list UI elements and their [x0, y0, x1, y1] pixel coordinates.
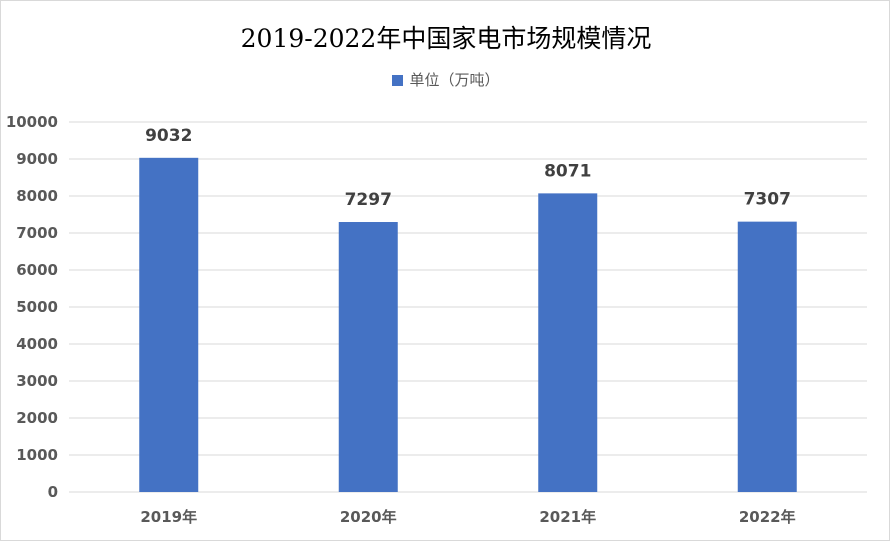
y-tick-label: 2000: [16, 409, 58, 427]
legend-swatch: [392, 75, 404, 86]
gridlines: [69, 121, 867, 493]
y-tick-label: 6000: [16, 261, 58, 279]
legend: 单位（万吨）: [1, 69, 890, 90]
x-axis-tick-labels: 2019年 2020年 2021年 2022年: [140, 508, 795, 526]
chart-title: 2019-2022年中国家电市场规模情况: [240, 24, 652, 53]
y-tick-label: 9000: [16, 150, 58, 168]
y-tick-label: 3000: [16, 372, 58, 390]
legend-label: 单位（万吨）: [409, 71, 500, 89]
data-label: 7297: [345, 190, 392, 210]
data-labels: 9032 7297 8071 7307: [145, 126, 791, 210]
bar: [139, 157, 199, 493]
data-label: 7307: [744, 190, 791, 210]
bar: [338, 222, 398, 493]
bars: [139, 157, 797, 493]
data-label: 9032: [145, 126, 192, 146]
y-tick-label: 10000: [6, 113, 58, 131]
y-tick-label: 8000: [16, 187, 58, 205]
y-axis-tick-labels: 0 1000 2000 3000 4000 5000 6000 7000 8000 9000 100…: [6, 113, 58, 501]
x-tick-label: 2019年: [140, 508, 197, 526]
y-tick-label: 0: [48, 483, 58, 501]
bar: [538, 193, 598, 493]
y-tick-label: 4000: [16, 335, 58, 353]
bar: [737, 221, 797, 493]
y-tick-label: 1000: [16, 446, 58, 464]
y-tick-label: 7000: [16, 224, 58, 242]
x-tick-label: 2022年: [739, 508, 796, 526]
x-tick-label: 2020年: [340, 508, 397, 526]
x-tick-label: 2021年: [539, 508, 596, 526]
data-label: 8071: [544, 161, 591, 181]
y-tick-label: 5000: [16, 298, 58, 316]
